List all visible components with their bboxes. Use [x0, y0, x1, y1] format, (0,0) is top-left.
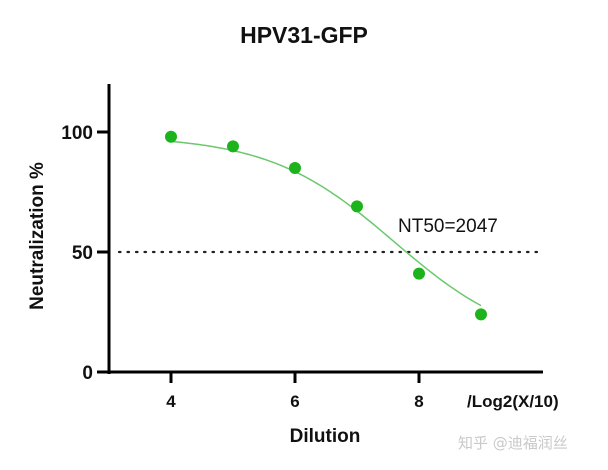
data-point [165, 130, 177, 143]
fit-curve [170, 140, 482, 307]
x-tick-label: 8 [414, 392, 423, 411]
y-tick-label: 100 [61, 123, 93, 144]
y-tick-label: 0 [82, 363, 93, 384]
chart-title: HPV31-GFP [240, 22, 368, 48]
x-tick-label: 6 [290, 392, 299, 411]
watermark: 知乎 @迪福润丝 [458, 434, 568, 452]
x-axis-label: Dilution [290, 426, 361, 447]
data-point [475, 308, 487, 321]
nt50-annotation: NT50=2047 [398, 216, 498, 237]
data-point [413, 267, 425, 280]
data-point [227, 140, 239, 153]
data-point [351, 200, 363, 213]
x-tick-label: 4 [166, 392, 176, 411]
data-point [289, 162, 301, 174]
y-tick-label: 50 [72, 243, 93, 264]
y-axis-label: Neutralization % [27, 162, 48, 310]
x-unit-label: /Log2(X/10) [467, 392, 559, 411]
